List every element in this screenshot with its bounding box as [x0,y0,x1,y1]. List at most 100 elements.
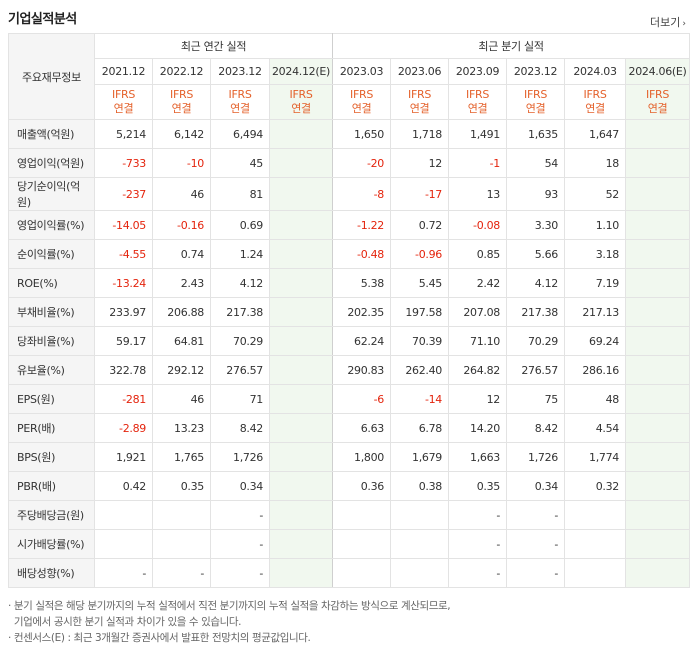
table-row: 영업이익률(%) -14.05 -0.16 0.69 -1.22 0.72 -0.08 3.3… [8,210,691,240]
annual-group-header: 최근 연간 실적 [93,33,334,59]
value-cell: -0.96 [390,239,450,269]
value-cell: 1,774 [564,442,627,472]
value-cell [625,355,691,385]
table-row: PER(배) -2.89 13.23 8.42 6.63 6.78 14.20 8.42 4.5… [8,413,691,443]
value-cell [268,177,334,211]
value-cell [625,413,691,443]
value-cell [625,177,691,211]
value-cell: 233.97 [94,297,153,327]
value-cell: 6,142 [152,119,211,149]
more-link[interactable]: 더보기 › [650,14,686,30]
value-cell: -8 [332,177,392,211]
value-cell: -0.16 [152,210,211,240]
chevron-right-icon: › [682,19,686,29]
period-header: 2022.12 [152,58,211,85]
value-cell: - [506,500,566,530]
value-cell: 264.82 [448,355,508,385]
value-cell: 217.13 [564,297,627,327]
table-row: 순이익률(%) -4.55 0.74 1.24 -0.48 -0.96 0.85 5.66 3.… [8,239,691,269]
value-cell: 5,214 [94,119,153,149]
value-cell [625,239,691,269]
value-cell [564,500,627,530]
value-cell: 93 [506,177,566,211]
value-cell: -1.22 [332,210,392,240]
value-cell [94,529,153,559]
value-cell [152,529,211,559]
value-cell: 59.17 [94,326,153,356]
row-label: 매출액(억원) [8,119,95,149]
value-cell [268,384,334,414]
ifrs-text: IFRS [466,88,490,101]
value-cell: 1,921 [94,442,153,472]
row-header: 주요재무정보 [8,33,95,120]
table-row: 주당배당금(원) - - - [8,500,691,530]
row-label: 영업이익률(%) [8,210,95,240]
ifrs-label: IFRS 연결 [210,84,270,120]
consolidated-text: 연결 [647,102,668,115]
value-cell: - [506,558,566,588]
value-cell: - [152,558,211,588]
value-cell [332,558,392,588]
value-cell [390,500,450,530]
value-cell [625,210,691,240]
value-cell: -6 [332,384,392,414]
value-cell: 12 [390,148,450,178]
value-cell: -14.05 [94,210,153,240]
table-row: ROE(%) -13.24 2.43 4.12 5.38 5.45 2.42 4.12 7.19 [8,268,691,298]
value-cell: 0.38 [390,471,450,501]
value-cell: 1,491 [448,119,508,149]
value-cell: 322.78 [94,355,153,385]
value-cell: 5.66 [506,239,566,269]
value-cell: -20 [332,148,392,178]
ifrs-text: IFRS [408,88,432,101]
value-cell: 1,647 [564,119,627,149]
ifrs-text: IFRS [228,88,252,101]
period-header: 2023.09 [448,58,508,85]
financial-table: 주요재무정보 최근 연간 실적 최근 분기 실적 2021.12 2022.12 2… [8,33,691,588]
value-cell [625,326,691,356]
period-header: 2023.12 [506,58,566,85]
value-cell: 1.24 [210,239,270,269]
value-cell [564,529,627,559]
value-cell: -0.08 [448,210,508,240]
consolidated-text: 연결 [467,102,488,115]
value-cell [268,355,334,385]
value-cell: -17 [390,177,450,211]
value-cell: 0.34 [506,471,566,501]
value-cell: 1,726 [210,442,270,472]
value-cell: 64.81 [152,326,211,356]
row-label: EPS(원) [8,384,95,414]
value-cell: 207.08 [448,297,508,327]
ifrs-label: IFRS 연결 [94,84,153,120]
ifrs-label: IFRS 연결 [152,84,211,120]
table-row: BPS(원) 1,921 1,765 1,726 1,800 1,679 1,663 1,72… [8,442,691,472]
value-cell: 0.32 [564,471,627,501]
value-cell: 6,494 [210,119,270,149]
value-cell: 1.10 [564,210,627,240]
value-cell: 0.69 [210,210,270,240]
value-cell [332,500,392,530]
more-label: 더보기 [650,16,681,29]
value-cell: 75 [506,384,566,414]
value-cell: - [210,500,270,530]
value-cell: 70.29 [506,326,566,356]
value-cell: 2.43 [152,268,211,298]
value-cell: 13 [448,177,508,211]
value-cell: 46 [152,384,211,414]
value-cell: 0.35 [152,471,211,501]
row-label: 시가배당률(%) [8,529,95,559]
value-cell: - [448,529,508,559]
value-cell: -14 [390,384,450,414]
ifrs-label: IFRS 연결 [268,84,334,120]
value-cell [268,413,334,443]
consolidated-text: 연결 [585,102,605,115]
row-label: PBR(배) [8,471,95,501]
value-cell [268,326,334,356]
table-row: 매출액(억원) 5,214 6,142 6,494 1,650 1,718 1,491 1,6… [8,119,691,149]
period-header: 2021.12 [94,58,153,85]
value-cell: 69.24 [564,326,627,356]
consolidated-text: 연결 [291,102,311,115]
value-cell: 81 [210,177,270,211]
ifrs-text: IFRS [524,88,548,101]
row-label: 부채비율(%) [8,297,95,327]
